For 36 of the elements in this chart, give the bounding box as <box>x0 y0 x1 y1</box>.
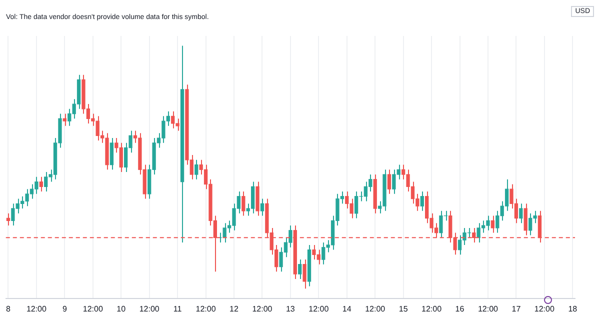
x-tick-label: 16 <box>455 304 465 314</box>
x-tick-label: 12:00 <box>422 304 442 314</box>
candlestick <box>387 169 392 194</box>
x-tick-label: 11 <box>173 304 182 314</box>
x-tick-label: 14 <box>342 304 352 314</box>
candlestick <box>260 198 264 216</box>
candlestick <box>490 215 495 234</box>
candlestick <box>250 181 255 214</box>
x-tick-label: 8 <box>6 304 12 314</box>
x-tick-label: 12:00 <box>196 304 216 314</box>
candlestick <box>524 203 528 236</box>
x-tick-label: 12:00 <box>308 304 330 314</box>
x-tick-label: 12:00 <box>534 304 555 314</box>
candlestick <box>39 176 43 192</box>
x-tick-label: 10 <box>116 304 126 314</box>
x-tick-label: 12 <box>230 304 239 314</box>
x-tick-label: 17 <box>512 304 522 314</box>
x-tick-label: 12:00 <box>365 304 386 314</box>
x-tick-label: 12:00 <box>139 304 160 314</box>
candlestick <box>6 212 10 226</box>
x-tick-label: 12:00 <box>82 304 104 314</box>
candlestick <box>298 259 302 280</box>
candlestick <box>420 190 424 212</box>
candlestick <box>519 203 523 224</box>
candlestick <box>242 190 246 216</box>
x-tick-label: 9 <box>62 304 68 314</box>
x-tick-label: 12:00 <box>252 304 273 314</box>
x-tick-label: 12:00 <box>26 304 48 314</box>
candlestick <box>62 113 67 126</box>
x-tick-label: 13 <box>286 304 296 314</box>
x-tick-label: 12:00 <box>478 304 499 314</box>
candlestick <box>302 259 306 290</box>
x-tick-label: 18 <box>568 304 578 314</box>
x-tick-label: 15 <box>398 304 408 314</box>
candlestick <box>194 159 198 180</box>
candlestick <box>110 138 114 170</box>
